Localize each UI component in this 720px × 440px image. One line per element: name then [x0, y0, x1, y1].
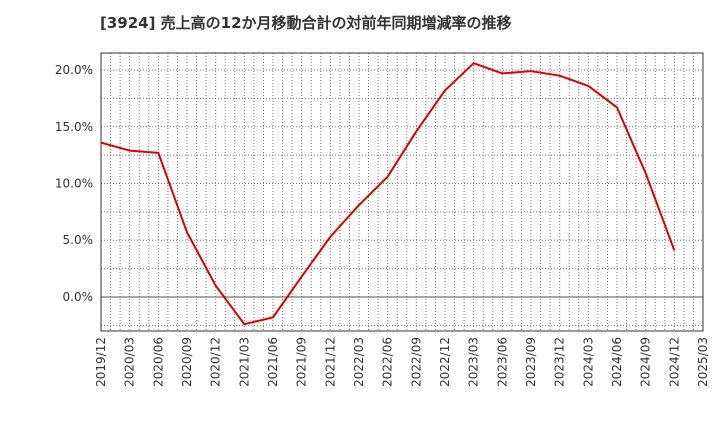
x-tick-label: 2020/06	[151, 337, 165, 387]
x-tick-label: 2020/03	[123, 337, 137, 387]
y-tick-label: 10.0%	[55, 176, 93, 190]
x-tick-label: 2024/03	[581, 337, 595, 387]
x-tick-label: 2022/09	[409, 337, 423, 387]
x-tick-label: 2024/09	[639, 337, 653, 387]
grid	[101, 53, 703, 331]
chart-title: [3924] 売上高の12か月移動合計の対前年同期増減率の推移	[100, 14, 512, 32]
x-tick-label: 2023/06	[495, 337, 509, 387]
x-tick-label: 2023/09	[524, 337, 538, 387]
x-tick-labels: 2019/12 2020/03 2020/06 2020/09 2020/12 2021/…	[94, 337, 710, 387]
x-tick-label: 2022/03	[352, 337, 366, 387]
x-tick-label: 2021/09	[295, 337, 309, 387]
series-line	[100, 62, 676, 326]
x-tick-label: 2021/12	[323, 337, 337, 387]
x-tick-label: 2024/06	[610, 337, 624, 387]
x-tick-label: 2025/03	[696, 337, 710, 387]
x-tick-label: 2020/09	[180, 337, 194, 387]
x-tick-label: 2021/06	[266, 337, 280, 387]
x-tick-label: 2024/12	[667, 337, 681, 387]
x-tick-label: 2023/12	[553, 337, 567, 387]
y-tick-label: 5.0%	[63, 233, 94, 247]
x-tick-label: 2019/12	[94, 337, 108, 387]
x-tick-label: 2021/03	[237, 337, 251, 387]
series	[100, 62, 676, 326]
y-tick-label: 20.0%	[55, 63, 93, 77]
plot-frame	[100, 52, 704, 332]
x-tick-label: 2022/12	[438, 337, 452, 387]
axes	[100, 52, 704, 332]
y-tick-label: 15.0%	[55, 120, 93, 134]
x-tick-label: 2020/12	[209, 337, 223, 387]
y-tick-label: 0.0%	[63, 290, 94, 304]
x-tick-label: 2023/03	[467, 337, 481, 387]
x-tick-label: 2022/06	[381, 337, 395, 387]
y-tick-labels: 0.0% 5.0% 10.0% 15.0% 20.0%	[55, 63, 93, 304]
